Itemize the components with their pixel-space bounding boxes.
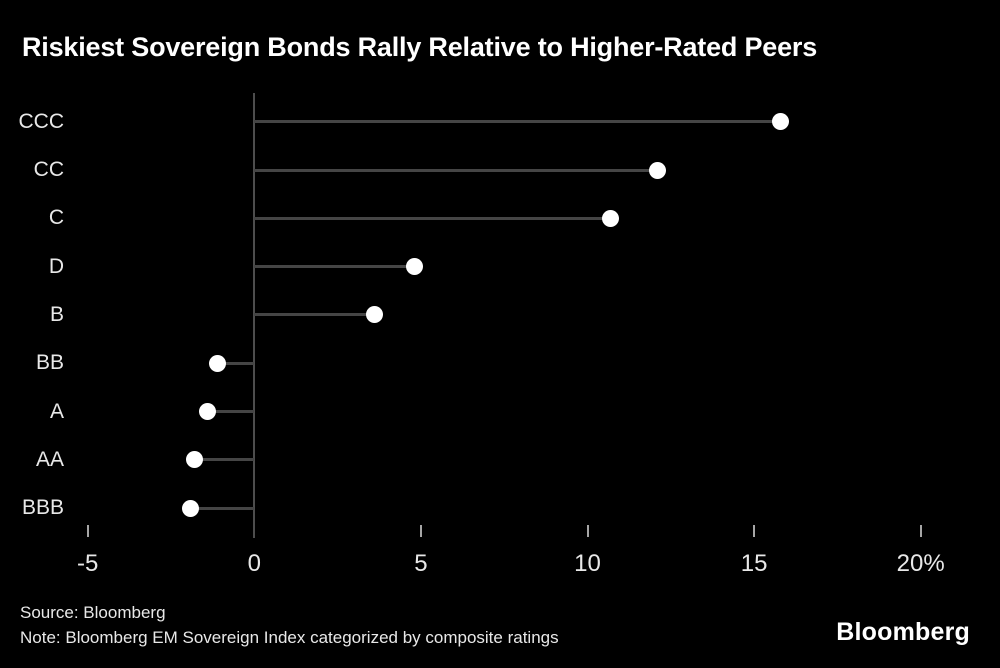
x-axis-tick-label: 5 (414, 550, 428, 577)
data-point-dot (648, 161, 666, 179)
x-axis-tick (86, 525, 89, 537)
data-point-dot (772, 113, 790, 131)
data-point-dot (405, 258, 423, 276)
footnote-block: Source: Bloomberg Note: Bloomberg EM Sov… (20, 600, 559, 650)
x-axis-tick-label: 10 (574, 550, 601, 577)
lollipop-stem (207, 410, 255, 413)
y-axis-label-c: C (48, 206, 64, 230)
lollipop-stem (254, 120, 781, 124)
note-line: Note: Bloomberg EM Sovereign Index categ… (20, 628, 559, 647)
x-axis-tick (753, 525, 756, 537)
x-axis-tick-label: 0 (247, 550, 261, 577)
lollipop-stem (254, 265, 415, 269)
y-axis-label-cc: CC (33, 158, 64, 181)
y-axis-label-bbb: BBB (21, 496, 64, 520)
x-axis-tick-label: -5 (77, 550, 99, 577)
x-axis-tick (419, 525, 422, 537)
data-point-dot (602, 209, 620, 227)
lollipop-stem (217, 361, 255, 365)
data-point-dot (199, 403, 217, 420)
chart-title: Riskiest Sovereign Bonds Rally Relative … (22, 32, 818, 62)
y-axis-label-ccc: CCC (18, 109, 65, 133)
lollipop-stem (194, 458, 255, 462)
bloomberg-logo: Bloomberg (836, 618, 970, 646)
x-axis-tick-label: 20% (896, 550, 945, 577)
y-axis-label-b: B (49, 302, 64, 326)
y-axis-label-d: D (48, 254, 64, 278)
lollipop-stem (190, 506, 255, 510)
lollipop-stem (254, 216, 611, 220)
data-point-dot (365, 306, 383, 324)
lollipop-stem (254, 313, 375, 317)
data-point-dot (209, 354, 227, 372)
source-line: Source: Bloomberg (20, 603, 166, 622)
x-axis-tick-label: 15 (740, 550, 768, 577)
x-axis-tick (586, 525, 589, 537)
lollipop-stem (254, 168, 658, 172)
y-axis-label-bb: BB (35, 351, 64, 375)
y-axis-label-aa: AA (35, 447, 64, 471)
data-point-dot (185, 451, 203, 469)
data-point-dot (182, 499, 200, 517)
x-axis-tick (919, 525, 922, 537)
y-axis-label-a: A (49, 399, 64, 423)
